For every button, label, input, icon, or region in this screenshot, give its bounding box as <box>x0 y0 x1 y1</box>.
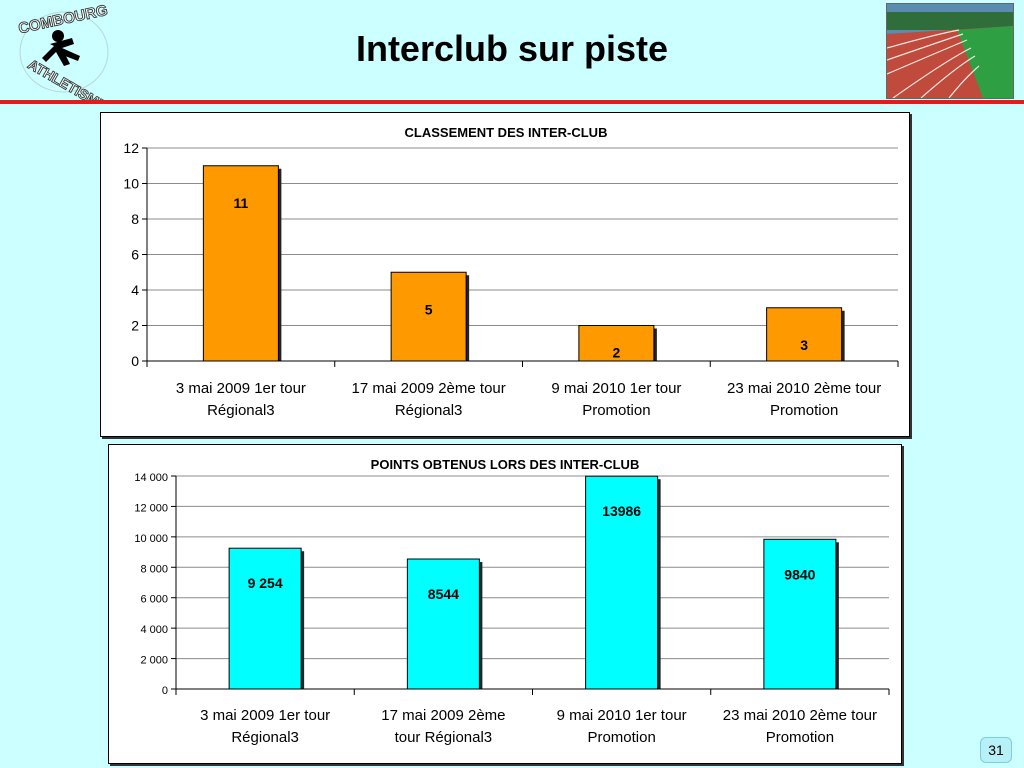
category-label: Régional3 <box>231 729 299 746</box>
y-tick-label: 4 000 <box>140 624 168 636</box>
y-tick-label: 0 <box>131 353 139 369</box>
slide-title: Interclub sur piste <box>355 28 669 69</box>
page-number: 31 <box>980 737 1012 763</box>
category-label: tour Régional3 <box>395 729 493 746</box>
category-label: 3 mai 2009 1er tour <box>200 707 330 724</box>
svg-text:COMBOURG: COMBOURG <box>17 4 109 37</box>
bar <box>228 547 302 690</box>
y-tick-label: 10 000 <box>134 533 168 545</box>
category-label: 17 mai 2009 2ème tour <box>351 380 505 397</box>
chart-title: CLASSEMENT DES INTER-CLUB <box>405 125 608 140</box>
category-label: Promotion <box>587 729 655 746</box>
bar <box>390 271 467 362</box>
data-label: 13986 <box>602 503 641 519</box>
category-label: 23 mai 2010 2ème tour <box>723 707 877 724</box>
category-label: Promotion <box>582 402 650 419</box>
y-tick-label: 6 000 <box>140 594 168 606</box>
bar <box>202 165 279 362</box>
category-label: 3 mai 2009 1er tour <box>176 380 306 397</box>
y-tick-label: 10 <box>123 176 139 192</box>
category-label: 9 mai 2010 1er tour <box>551 380 681 397</box>
bar <box>763 538 837 690</box>
y-tick-label: 2 000 <box>140 655 168 667</box>
y-tick-label: 8 <box>131 211 139 227</box>
category-label: 9 mai 2010 1er tour <box>557 707 687 724</box>
y-tick-label: 4 <box>131 282 139 298</box>
y-tick-label: 12 <box>123 140 139 156</box>
y-tick-label: 12 000 <box>134 502 168 514</box>
ranking-chart-panel: CLASSEMENT DES INTER-CLUB 0 2 4 6 8 10 12 11 3 ma… <box>100 112 910 437</box>
data-label: 3 <box>800 337 808 353</box>
y-tick-label: 2 <box>131 318 139 334</box>
data-label: 5 <box>425 301 433 317</box>
club-logo: COMBOURG ATHLETISME <box>10 1 118 114</box>
category-label: Promotion <box>770 402 838 419</box>
chart-title: POINTS OBTENUS LORS DES INTER-CLUB <box>371 457 640 472</box>
data-label: 2 <box>612 345 620 361</box>
y-tick-label: 14 000 <box>134 472 168 484</box>
category-label: 17 mai 2009 2ème <box>381 707 505 724</box>
category-label: 23 mai 2010 2ème tour <box>727 380 881 397</box>
track-photo <box>886 3 1014 99</box>
bar <box>406 558 480 690</box>
category-label: Régional3 <box>395 402 463 419</box>
bar <box>585 475 659 690</box>
runner-icon <box>42 30 80 66</box>
y-tick-label: 6 <box>131 247 139 263</box>
y-tick-label: 8 000 <box>140 563 168 575</box>
title-divider <box>0 100 1024 104</box>
data-label: 8544 <box>428 586 459 602</box>
points-chart-panel: POINTS OBTENUS LORS DES INTER-CLUB 0 2 000… <box>108 444 902 764</box>
data-label: 9 254 <box>248 575 283 591</box>
data-label: 9840 <box>784 566 815 582</box>
points-chart: POINTS OBTENUS LORS DES INTER-CLUB 0 2 000… <box>134 457 890 746</box>
ranking-chart: CLASSEMENT DES INTER-CLUB 0 2 4 6 8 10 12 11 3 ma… <box>123 125 899 419</box>
category-label: Promotion <box>766 729 834 746</box>
category-label: Régional3 <box>207 402 275 419</box>
data-label: 11 <box>233 195 248 211</box>
y-tick-label: 0 <box>162 685 168 697</box>
bar <box>578 325 655 362</box>
bar <box>766 307 843 362</box>
